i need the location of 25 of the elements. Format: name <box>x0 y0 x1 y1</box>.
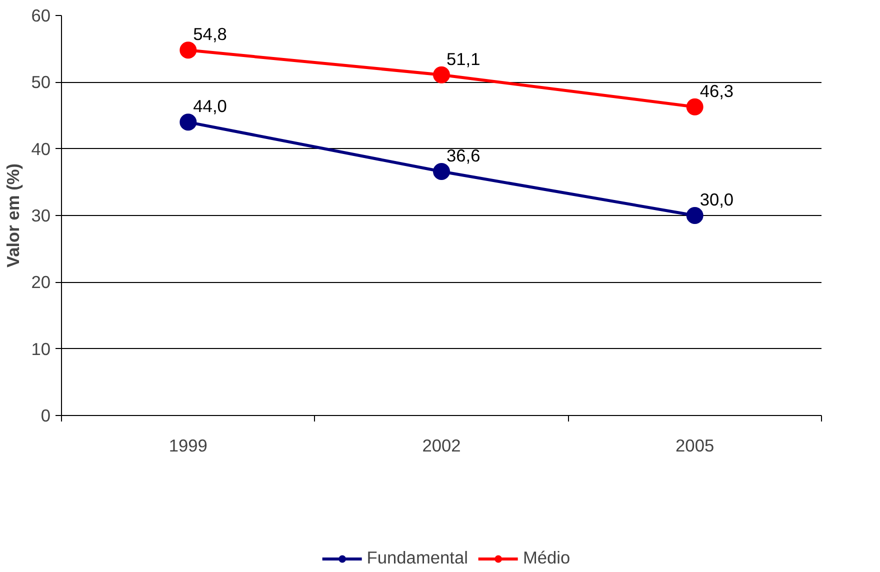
data-label: 44,0 <box>193 96 227 116</box>
y-tick-label: 10 <box>31 338 51 359</box>
y-tick-label: 60 <box>31 6 51 26</box>
legend-label: Fundamental <box>366 548 468 569</box>
x-tick-label: 2002 <box>422 436 461 456</box>
point <box>433 66 450 84</box>
legend-label: Médio <box>522 548 570 569</box>
data-label: 46,3 <box>700 80 734 101</box>
y-tick-label: 0 <box>40 406 51 426</box>
point <box>686 98 704 116</box>
x-tick-label: 2005 <box>676 436 714 456</box>
point <box>180 42 197 59</box>
y-tick-label: 20 <box>31 272 51 292</box>
data-label: 54,8 <box>193 24 227 44</box>
y-tick-label: 30 <box>31 206 51 226</box>
y-tick-label: 40 <box>31 138 51 159</box>
data-label: 51,1 <box>446 48 480 69</box>
data-label: 30,0 <box>700 190 734 210</box>
x-tick-label: 1999 <box>168 436 208 456</box>
y-axis-title: Valor em (%) <box>3 163 24 268</box>
y-tick-label: 50 <box>31 72 51 92</box>
data-label: 36,6 <box>446 146 480 166</box>
point <box>433 163 450 180</box>
point <box>180 114 197 131</box>
point <box>686 207 704 224</box>
